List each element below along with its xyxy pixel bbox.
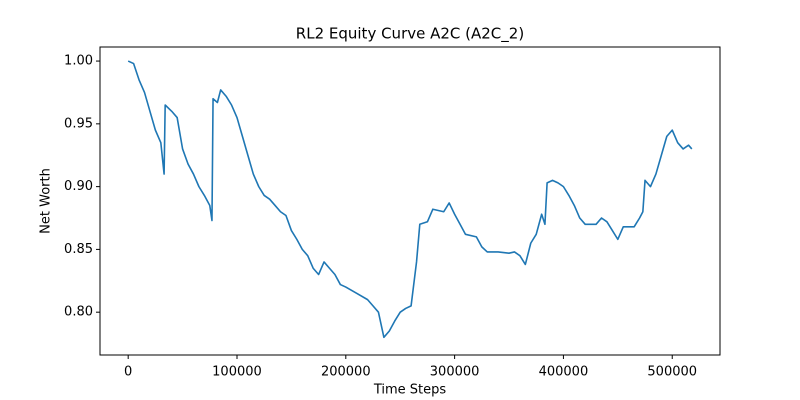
x-tick-label: 0: [124, 365, 132, 380]
x-tick-label: 300000: [430, 365, 480, 380]
y-axis-label: Net Worth: [39, 168, 54, 234]
line-series: [127, 60, 693, 339]
y-tick-label: 0.90: [64, 179, 93, 194]
x-tick-label: 200000: [321, 365, 371, 380]
x-tick-label: 100000: [212, 365, 262, 380]
chart-title: RL2 Equity Curve A2C (A2C_2): [296, 25, 524, 44]
x-axis-label: Time Steps: [373, 383, 447, 398]
x-tick-label: 400000: [539, 365, 589, 380]
y-tick-label: 0.80: [64, 305, 93, 320]
y-tick-label: 1.00: [64, 54, 93, 69]
x-tick-label: 500000: [647, 365, 697, 380]
y-tick-label: 0.95: [64, 116, 93, 131]
plot-frame: [99, 46, 721, 356]
y-tick-label: 0.85: [64, 242, 93, 257]
